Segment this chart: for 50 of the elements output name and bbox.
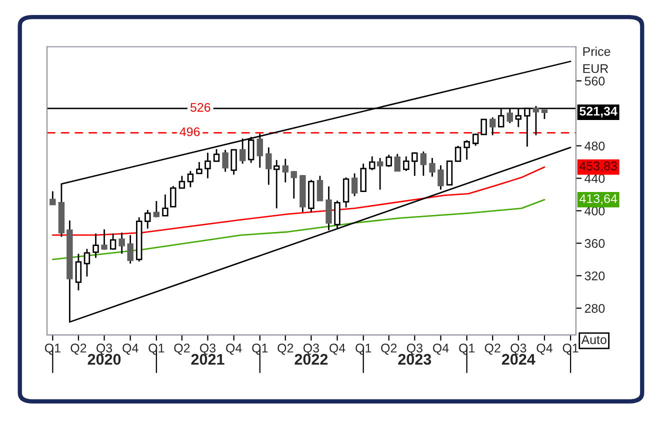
line-series — [52, 198, 546, 260]
y-tick-label: 360 — [584, 239, 605, 248]
x-tick-label: Q2 — [381, 344, 397, 355]
x-tick-label: Q1 — [44, 344, 60, 355]
x-tick-label: Q3 — [406, 344, 422, 355]
x-tick-label: Q1 — [459, 344, 475, 355]
x2-tick-label: 2022 — [294, 354, 328, 365]
x-tick-label: Q3 — [200, 344, 216, 355]
x-tick-label: Q3 — [96, 344, 112, 355]
x-tick-label: Q1 — [252, 344, 268, 355]
x-tick-label: Q2 — [70, 344, 86, 355]
y-tick-label: 560 — [584, 76, 605, 86]
x-tick-label: Q2 — [484, 344, 500, 355]
candlestick — [376, 157, 384, 190]
candlestick — [274, 159, 280, 210]
x-tick-label: Q4 — [122, 344, 138, 355]
y-tick-label: 480 — [584, 142, 605, 150]
line-series — [52, 166, 546, 236]
x-tick-label: Q1 — [562, 344, 578, 355]
annotation: 413,64 — [579, 194, 618, 205]
annotation: 453,83 — [579, 162, 617, 172]
candlestick — [92, 232, 99, 259]
text: Auto — [581, 335, 606, 344]
x2-tick-label: 2020 — [88, 354, 121, 365]
candlestick — [282, 158, 288, 184]
x-tick-label: Q4 — [432, 344, 449, 355]
y-axis-title: Price EUR — [583, 46, 610, 74]
candlestick — [256, 132, 263, 168]
x2-tick-label: 2024 — [502, 354, 536, 365]
x-tick-label: Q1 — [356, 344, 372, 355]
candlestick — [118, 232, 125, 254]
y-tick-label: 400 — [584, 206, 605, 216]
y-tick-label: 320 — [584, 272, 605, 280]
y-tick-label: 440 — [584, 174, 605, 183]
candlestick — [326, 186, 332, 231]
ref-line-label: 496 — [180, 127, 200, 136]
x2-tick-label: 2021 — [191, 354, 224, 365]
candlestick — [204, 152, 211, 179]
x-tick-label: Q3 — [303, 344, 319, 355]
x-tick-label: Q1 — [148, 344, 164, 355]
x-tick-label: Q4 — [330, 344, 346, 355]
ref-line-label: 526 — [190, 102, 210, 112]
x-tick-label: Q4 — [536, 344, 552, 355]
x-tick-label: Q2 — [174, 344, 190, 355]
x-tick-label: Q2 — [278, 344, 294, 355]
annotation: 521,34 — [580, 106, 618, 118]
x-tick-label: Q3 — [510, 344, 526, 355]
y-tick-label: 280 — [584, 304, 605, 313]
x-tick-label: Q4 — [226, 344, 242, 355]
x2-tick-label: 2023 — [398, 354, 432, 365]
